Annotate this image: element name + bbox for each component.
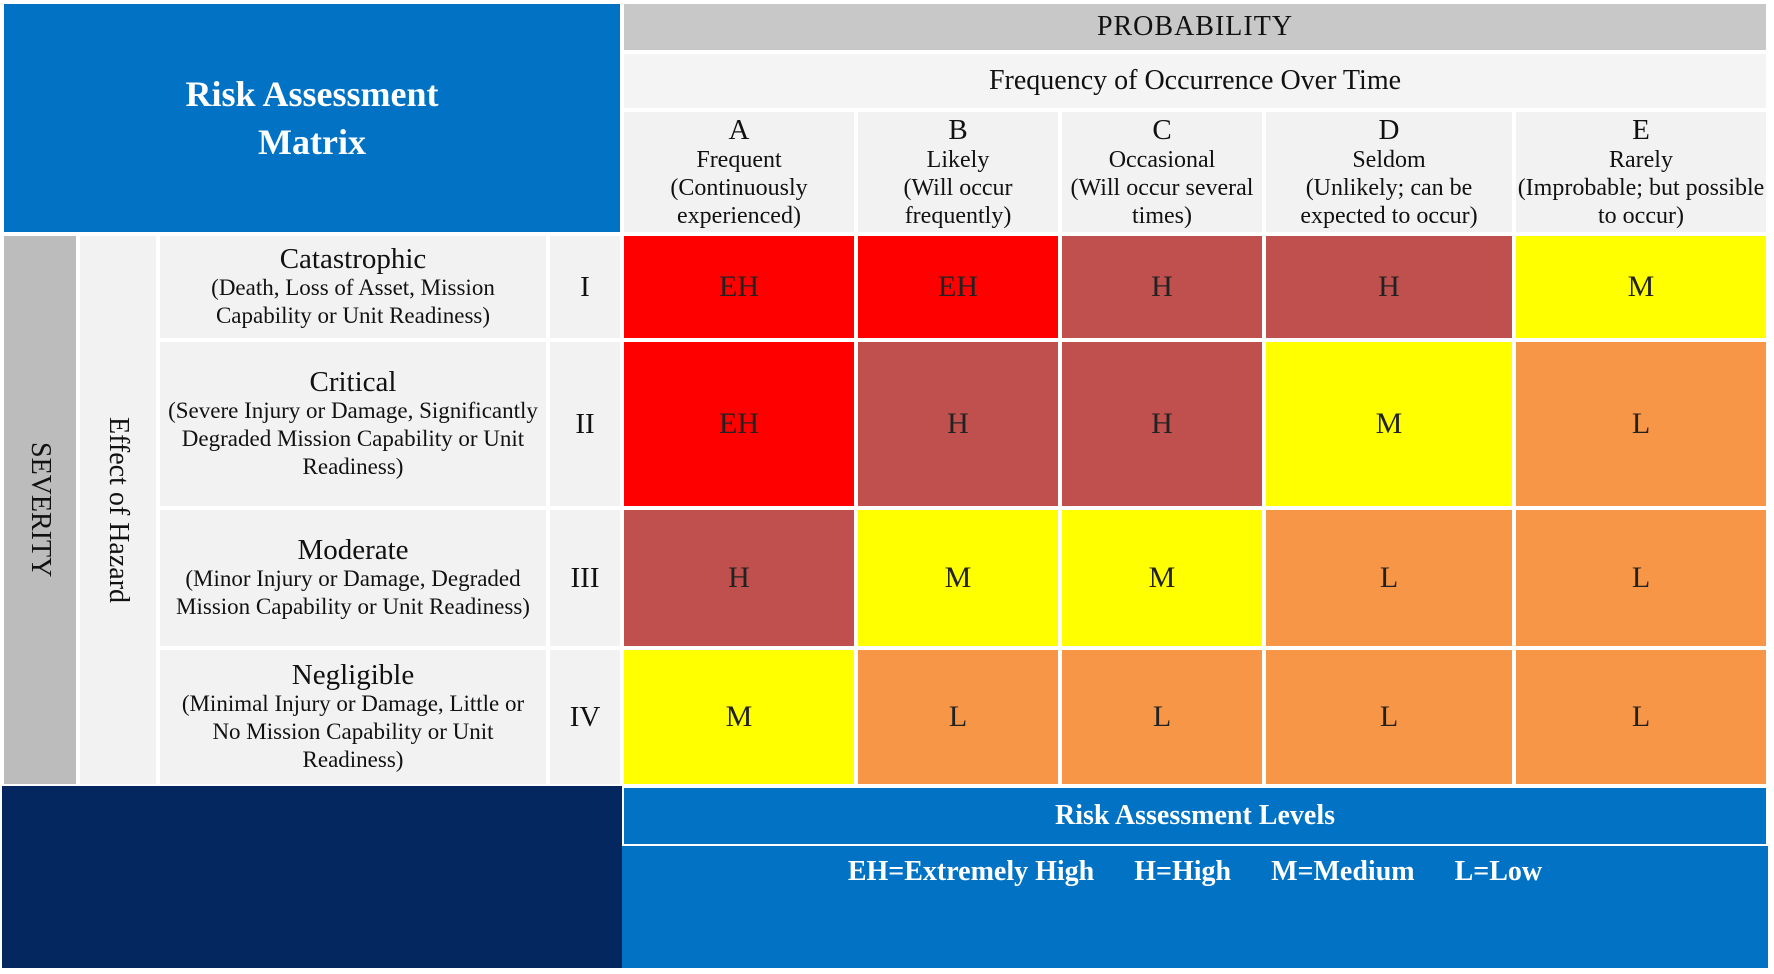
column-letter: D	[1378, 114, 1400, 146]
severity-desc: (Death, Loss of Asset, Mission Capabilit…	[211, 275, 495, 328]
severity-desc: (Minor Injury or Damage, Degraded Missio…	[176, 566, 530, 619]
risk-cell: M	[622, 648, 856, 786]
column-desc: (Improbable; but possible to occur)	[1517, 175, 1765, 229]
severity-label: SEVERITY	[25, 442, 56, 578]
legend-row: EH=Extremely High H=High M=Medium L=Low	[848, 856, 1542, 888]
probability-header: PROBABILITY	[622, 2, 1768, 52]
risk-cell: M	[1060, 508, 1264, 648]
column-header-c: C Occasional (Will occur several times)	[1060, 110, 1264, 234]
legend-item-h: H=High	[1134, 856, 1232, 887]
column-header-a: A Frequent (Continuously experienced)	[622, 110, 856, 234]
risk-cell: L	[1514, 340, 1768, 508]
frequency-subheader: Frequency of Occurrence Over Time	[622, 52, 1768, 110]
legend-item-eh: EH=Extremely High	[847, 856, 1095, 887]
column-desc: (Continuously experienced)	[670, 175, 808, 229]
risk-cell: M	[856, 508, 1060, 648]
matrix-title: Risk Assessment Matrix	[2, 2, 622, 234]
risk-cell: EH	[856, 234, 1060, 340]
risk-cell: H	[622, 508, 856, 648]
severity-desc: (Severe Injury or Damage, Significantly …	[168, 398, 538, 479]
risk-cell: M	[1514, 234, 1768, 340]
severity-row-catastrophic: Catastrophic (Death, Loss of Asset, Miss…	[158, 234, 548, 340]
effect-of-hazard-label: Effect of Hazard	[103, 416, 134, 604]
severity-roman: I	[548, 234, 622, 340]
severity-name: Negligible	[291, 659, 415, 691]
risk-cell: L	[856, 648, 1060, 786]
legend-items: EH=Extremely High H=High M=Medium L=Low	[622, 846, 1768, 968]
severity-desc: (Minimal Injury or Damage, Little or No …	[181, 691, 525, 772]
column-desc: (Will occur frequently)	[903, 175, 1013, 229]
column-header-e: E Rarely (Improbable; but possible to oc…	[1514, 110, 1768, 234]
risk-cell: H	[856, 340, 1060, 508]
column-name: Rarely	[1609, 147, 1673, 173]
severity-name: Critical	[309, 366, 397, 398]
footer-left-block	[2, 786, 622, 968]
legend-item-l: L=Low	[1454, 856, 1543, 887]
risk-cell: L	[1264, 648, 1514, 786]
severity-row-negligible: Negligible (Minimal Injury or Damage, Li…	[158, 648, 548, 786]
risk-cell: H	[1060, 234, 1264, 340]
risk-cell: L	[1264, 508, 1514, 648]
column-letter: A	[728, 114, 750, 146]
column-desc: (Will occur several times)	[1070, 175, 1254, 229]
risk-cell: L	[1060, 648, 1264, 786]
column-letter: B	[948, 114, 968, 146]
column-letter: C	[1152, 114, 1172, 146]
column-name: Occasional	[1108, 147, 1216, 173]
severity-roman: II	[548, 340, 622, 508]
risk-cell: M	[1264, 340, 1514, 508]
column-header-b: B Likely (Will occur frequently)	[856, 110, 1060, 234]
risk-cell: L	[1514, 508, 1768, 648]
column-letter: E	[1632, 114, 1650, 146]
severity-name: Catastrophic	[279, 243, 427, 275]
column-header-d: D Seldom (Unlikely; can be expected to o…	[1264, 110, 1514, 234]
risk-cell: EH	[622, 340, 856, 508]
legend-title: Risk Assessment Levels	[622, 786, 1768, 846]
risk-cell: L	[1514, 648, 1768, 786]
severity-label-cell: SEVERITY	[2, 234, 78, 786]
column-name: Frequent	[696, 147, 782, 173]
effect-label-cell: Effect of Hazard	[78, 234, 158, 786]
risk-cell: H	[1060, 340, 1264, 508]
severity-name: Moderate	[297, 534, 409, 566]
column-name: Seldom	[1352, 147, 1426, 173]
severity-row-critical: Critical (Severe Injury or Damage, Signi…	[158, 340, 548, 508]
column-name: Likely	[926, 147, 990, 173]
risk-cell: EH	[622, 234, 856, 340]
column-desc: (Unlikely; can be expected to occur)	[1300, 175, 1478, 229]
severity-roman: IV	[548, 648, 622, 786]
risk-cell: H	[1264, 234, 1514, 340]
legend-item-m: M=Medium	[1271, 856, 1415, 887]
severity-row-moderate: Moderate (Minor Injury or Damage, Degrad…	[158, 508, 548, 648]
severity-roman: III	[548, 508, 622, 648]
